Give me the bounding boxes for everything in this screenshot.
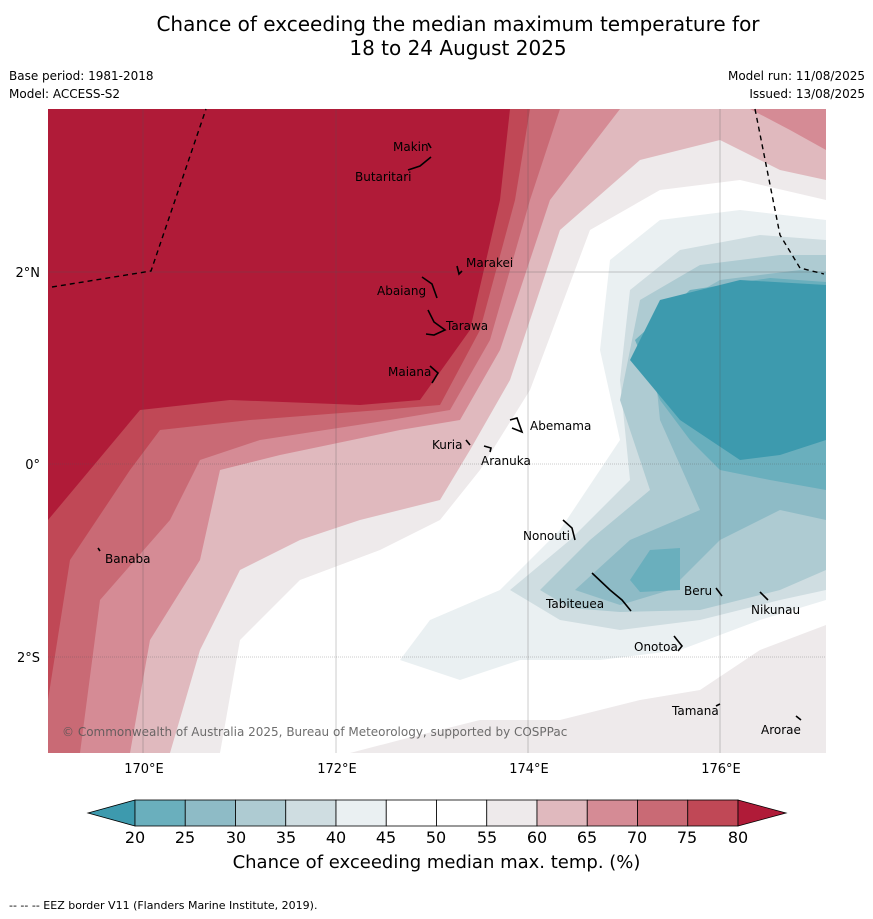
colorbar-band <box>184 799 236 827</box>
lat-label-0: 0° <box>25 458 40 473</box>
colorbar-extend-high <box>737 799 788 827</box>
probability-contours <box>48 109 826 753</box>
label-kuria: Kuria <box>432 438 463 452</box>
colorbar-band <box>436 799 488 827</box>
colorbar-tick: 65 <box>576 828 598 847</box>
label-beru: Beru <box>684 584 712 598</box>
label-tamana: Tamana <box>671 704 719 718</box>
lon-label-174: 174°E <box>509 762 549 777</box>
eez-footer-note: -- -- -- EEZ border V11 (Flanders Marine… <box>9 899 318 912</box>
label-tabiteuea: Tabiteuea <box>545 597 604 611</box>
colorbar-band <box>285 799 337 827</box>
label-makin: Makin <box>393 140 429 154</box>
label-tarawa: Tarawa <box>445 319 488 333</box>
map-title: Chance of exceeding the median maximum t… <box>0 12 873 60</box>
colorbar-tick: 55 <box>476 828 498 847</box>
colorbar-title: Chance of exceeding median max. temp. (%… <box>232 852 641 873</box>
island-marakei <box>456 265 463 276</box>
label-abemama: Abemama <box>530 419 591 433</box>
island-nikunau <box>759 591 769 601</box>
colorbar <box>86 799 788 827</box>
band-below-20 <box>630 280 826 460</box>
colorbar-tick: 75 <box>676 828 698 847</box>
colorbar-tick: 70 <box>626 828 648 847</box>
island-beru <box>715 587 723 597</box>
colorbar-tick: 40 <box>325 828 347 847</box>
island-tamana <box>715 703 721 707</box>
colorbar-band <box>586 799 638 827</box>
colorbar-band <box>134 799 186 827</box>
lon-label-170: 170°E <box>124 762 164 777</box>
island-tabiteuea <box>591 572 632 612</box>
colorbar-band <box>335 799 387 827</box>
longitude-labels: 170°E 172°E 174°E 176°E <box>124 762 741 777</box>
title-line-2: 18 to 24 August 2025 <box>349 36 567 60</box>
title-line-1: Chance of exceeding the median maximum t… <box>156 12 760 36</box>
meta-left: Base period: 1981-2018 Model: ACCESS-S2 <box>9 67 154 103</box>
colorbar-tick: 50 <box>425 828 447 847</box>
colorbar-tick: 35 <box>275 828 297 847</box>
copyright-notice: © Commonwealth of Australia 2025, Bureau… <box>62 725 567 739</box>
island-outlines <box>97 142 802 721</box>
island-aranuka <box>483 445 492 453</box>
colorbar-tick: 80 <box>727 828 749 847</box>
label-aranuka: Aranuka <box>481 454 531 468</box>
lon-label-172: 172°E <box>317 762 357 777</box>
label-arorae: Arorae <box>761 723 801 737</box>
lon-label-176: 176°E <box>701 762 741 777</box>
island-maiana <box>429 365 440 384</box>
eez-border-west <box>51 108 207 288</box>
label-nonouti: Nonouti <box>523 529 570 543</box>
lat-label-2n: 2°N <box>16 266 41 281</box>
island-abaiang <box>421 276 438 299</box>
eez-border-east <box>754 108 825 275</box>
island-arorae <box>795 715 802 721</box>
lat-label-2s: 2°S <box>17 651 40 666</box>
label-butaritari: Butaritari <box>355 170 412 184</box>
island-onotoa <box>673 635 684 652</box>
island-kuria <box>465 439 471 446</box>
island-banaba <box>97 547 101 552</box>
base-period: Base period: 1981-2018 <box>9 69 154 83</box>
island-makin <box>427 142 432 149</box>
label-banaba: Banaba <box>105 552 151 566</box>
colorbar-extend-low <box>86 799 136 827</box>
island-labels: Makin Butaritari Marakei Abaiang Tarawa … <box>105 140 801 737</box>
colorbar-tick: 45 <box>375 828 397 847</box>
label-abaiang: Abaiang <box>377 284 426 298</box>
label-onotoa: Onotoa <box>634 640 678 654</box>
latitude-labels: 2°N 0° 2°S <box>16 266 41 666</box>
colorbar-tick: 30 <box>225 828 247 847</box>
colorbar-band <box>385 799 437 827</box>
graticule <box>48 109 826 753</box>
colorbar-band <box>637 799 689 827</box>
colorbar-band <box>536 799 588 827</box>
colorbar-band <box>486 799 538 827</box>
colorbar-tick: 60 <box>526 828 548 847</box>
colorbar-tick: 25 <box>174 828 196 847</box>
colorbar-tick: 20 <box>124 828 146 847</box>
eez-borders <box>51 108 825 288</box>
issued-date: Issued: 13/08/2025 <box>749 87 865 101</box>
model-name: Model: ACCESS-S2 <box>9 87 121 101</box>
label-marakei: Marakei <box>466 256 513 270</box>
island-nonouti <box>562 519 576 541</box>
label-nikunau: Nikunau <box>751 603 800 617</box>
meta-right: Model run: 11/08/2025 Issued: 13/08/2025 <box>728 67 865 103</box>
colorbar-band <box>687 799 739 827</box>
label-maiana: Maiana <box>388 365 431 379</box>
island-butaritari <box>407 156 432 171</box>
colorbar-band <box>235 799 287 827</box>
island-tarawa <box>425 309 447 336</box>
island-abemama <box>509 417 524 434</box>
model-run: Model run: 11/08/2025 <box>727 69 865 83</box>
